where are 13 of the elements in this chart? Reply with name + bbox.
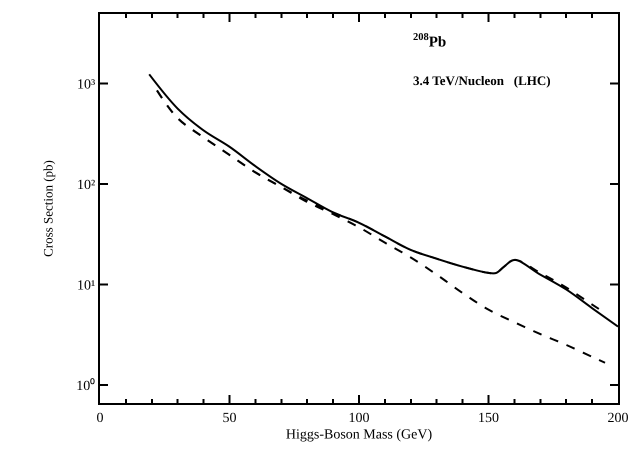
y-tick-label: 10⁰ (76, 378, 96, 394)
x-tick-label: 150 (478, 410, 499, 426)
y-tick-label: 10¹ (76, 278, 96, 294)
y-tick-label: 10³ (76, 77, 96, 92)
y-axis-title: Cross Section (pb) (40, 160, 56, 257)
x-tick-label: 50 (222, 410, 236, 426)
x-tick-label: 0 (96, 410, 104, 426)
annotation: $^{208}$Pb (413, 32, 446, 50)
annotation: 3.4 TeV/Nucleon (LHC) (413, 73, 551, 88)
x-tick-label: 100 (348, 410, 370, 426)
x-tick-label: 200 (608, 410, 628, 426)
x-axis-title: Higgs-Boson Mass (GeV) (286, 428, 432, 443)
y-tick-label: 10² (76, 178, 96, 193)
